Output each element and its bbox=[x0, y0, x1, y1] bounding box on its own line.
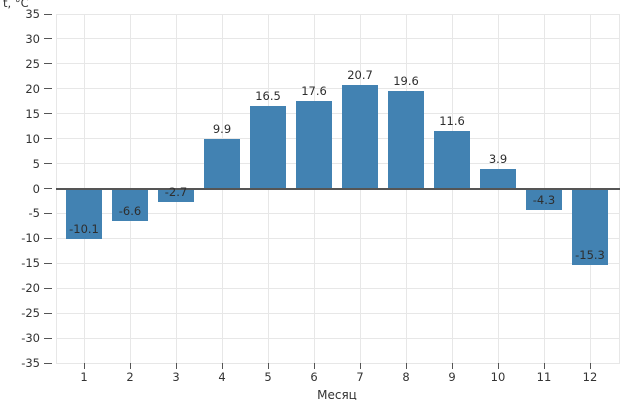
y-gridline bbox=[56, 287, 620, 289]
y-tick bbox=[44, 262, 52, 264]
x-tick-label: 12 bbox=[582, 370, 598, 384]
y-gridline bbox=[56, 113, 620, 115]
x-tick bbox=[267, 363, 269, 369]
x-tick-label: 9 bbox=[448, 370, 456, 384]
y-tick-label: 35 bbox=[25, 7, 40, 21]
x-tick bbox=[405, 363, 407, 369]
y-gridline bbox=[56, 362, 620, 364]
y-tick bbox=[44, 163, 52, 165]
x-tick-label: 5 bbox=[264, 370, 272, 384]
bar bbox=[204, 139, 240, 189]
bar-value-label: 19.6 bbox=[393, 73, 419, 88]
y-tick-label: -20 bbox=[21, 281, 40, 296]
y-tick-label: -30 bbox=[21, 331, 40, 346]
bar-value-label: 3.9 bbox=[488, 152, 508, 167]
y-tick bbox=[44, 113, 52, 115]
y-tick-label: -15 bbox=[21, 256, 40, 271]
y-gridline bbox=[56, 312, 620, 314]
y-tick-label: -25 bbox=[21, 306, 40, 321]
y-tick-label: 10 bbox=[25, 131, 40, 146]
bar bbox=[342, 85, 378, 189]
zero-line bbox=[56, 187, 620, 190]
y-gridline bbox=[56, 262, 620, 264]
x-tick-label: 3 bbox=[172, 370, 180, 384]
bar-value-label: 9.9 bbox=[212, 122, 232, 137]
x-tick bbox=[497, 363, 499, 369]
x-tick bbox=[175, 363, 177, 369]
y-tick bbox=[44, 287, 52, 289]
x-tick bbox=[129, 363, 131, 369]
y-tick bbox=[44, 362, 52, 364]
y-tick-label: 15 bbox=[25, 106, 40, 121]
x-tick-label: 10 bbox=[490, 370, 506, 384]
x-tick-label: 11 bbox=[536, 370, 552, 384]
y-tick bbox=[44, 212, 52, 214]
bar bbox=[480, 169, 516, 189]
bar-value-label: 20.7 bbox=[347, 68, 373, 83]
y-tick bbox=[44, 88, 52, 90]
y-tick bbox=[44, 63, 52, 65]
x-tick bbox=[543, 363, 545, 369]
bar-value-label: 11.6 bbox=[439, 113, 465, 128]
x-tick-label: 8 bbox=[402, 370, 410, 384]
y-tick bbox=[44, 337, 52, 339]
y-tick bbox=[44, 237, 52, 239]
y-tick bbox=[44, 138, 52, 140]
y-gridline bbox=[56, 337, 620, 339]
y-tick-label: 30 bbox=[25, 31, 40, 46]
bar-value-label: -10.1 bbox=[69, 221, 99, 236]
x-axis-title: Месяц bbox=[317, 388, 357, 400]
x-tick bbox=[589, 363, 591, 369]
y-gridline bbox=[56, 13, 620, 15]
y-gridline bbox=[56, 212, 620, 214]
x-tick-label: 7 bbox=[356, 370, 364, 384]
x-tick-label: 6 bbox=[310, 370, 318, 384]
bar bbox=[388, 90, 424, 189]
y-tick bbox=[44, 38, 52, 40]
bar-value-label: 17.6 bbox=[301, 83, 327, 98]
bar bbox=[434, 130, 470, 189]
x-tick-label: 1 bbox=[80, 370, 88, 384]
x-tick bbox=[359, 363, 361, 369]
y-tick-label: -35 bbox=[21, 356, 40, 370]
bar bbox=[526, 188, 562, 210]
y-tick bbox=[44, 312, 52, 314]
bar bbox=[250, 106, 286, 189]
x-tick bbox=[451, 363, 453, 369]
y-gridline bbox=[56, 237, 620, 239]
y-tick-label: 20 bbox=[25, 81, 40, 96]
x-tick-label: 2 bbox=[126, 370, 134, 384]
bar-value-label: -2.7 bbox=[164, 184, 188, 199]
bar-value-label: -4.3 bbox=[532, 192, 556, 207]
y-axis-title: t, °C bbox=[3, 0, 29, 10]
bar-value-label: 16.5 bbox=[255, 89, 281, 104]
y-tick-label: 25 bbox=[25, 56, 40, 71]
x-tick-label: 4 bbox=[218, 370, 226, 384]
y-tick bbox=[44, 13, 52, 15]
y-gridline bbox=[56, 88, 620, 90]
bar-value-label: -6.6 bbox=[118, 204, 142, 219]
bar bbox=[112, 188, 148, 222]
x-tick bbox=[83, 363, 85, 369]
y-gridline bbox=[56, 63, 620, 65]
x-tick bbox=[221, 363, 223, 369]
y-tick-label: -5 bbox=[28, 206, 40, 221]
x-tick bbox=[313, 363, 315, 369]
y-gridline bbox=[56, 38, 620, 40]
y-gridline bbox=[56, 138, 620, 140]
y-tick-label: 5 bbox=[32, 156, 40, 171]
bar bbox=[158, 188, 194, 202]
bar bbox=[66, 188, 102, 239]
y-tick-label: -10 bbox=[21, 231, 40, 246]
y-tick-label: 0 bbox=[32, 181, 40, 196]
y-gridline bbox=[56, 163, 620, 165]
bar bbox=[572, 188, 608, 265]
bar bbox=[296, 100, 332, 189]
bar-value-label: -15.3 bbox=[575, 247, 605, 262]
y-tick bbox=[44, 188, 52, 189]
